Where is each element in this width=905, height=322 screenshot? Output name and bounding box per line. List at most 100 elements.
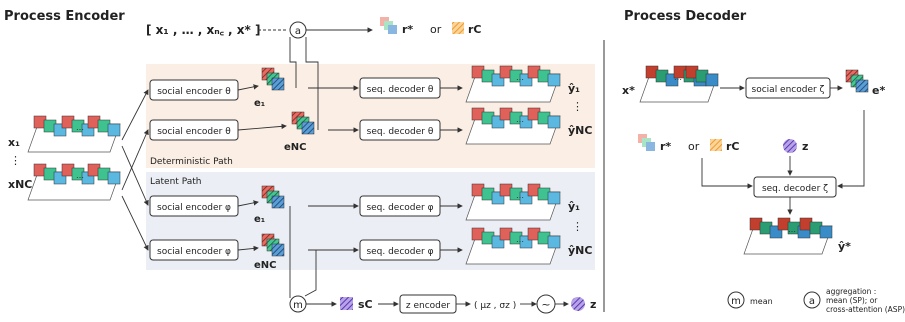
legend-mean-label: mean [750, 297, 773, 306]
legend-agg-line1: aggregation : [826, 287, 876, 296]
mean-node-label: m [293, 300, 303, 311]
agent-square [547, 191, 561, 205]
ync-det-label: ŷNC [568, 124, 592, 137]
r-c-icon [452, 22, 464, 34]
agg-line-2 [305, 37, 319, 130]
sample-node-label: ~ [541, 298, 550, 311]
emb-square-blue [301, 121, 315, 135]
agent-square [107, 171, 121, 185]
scene-ellipsis: … [674, 73, 682, 82]
embedding-enc-det [291, 111, 315, 135]
agent-square [705, 73, 719, 87]
agent-square [547, 115, 561, 129]
decoder-input-scene: … [639, 65, 719, 103]
deterministic-path-label: Deterministic Path [150, 157, 233, 167]
r-star-label: r* [402, 23, 413, 36]
decoder-r-c-icon [710, 139, 722, 151]
context-set-label: [ x₁ , … , xₙ꜀ , x* ] [146, 23, 260, 37]
y-det-vdots: ⋮ [572, 100, 583, 113]
legend-mean-node [727, 291, 745, 309]
legend-mean-node-label: m [731, 296, 741, 307]
legend-agg-line2: mean (SP); or [826, 296, 878, 305]
xnc-label: xNC [8, 178, 32, 191]
arrow-r-seq [701, 158, 753, 189]
latent-path-label: Latent Path [150, 177, 201, 187]
enc-lat-label: eNC [254, 260, 277, 271]
decoder-output-scene: … [743, 217, 833, 255]
output-scene-ync-lat: … [465, 227, 561, 265]
input-scene-x1: … [27, 115, 121, 153]
e-star-label: e* [872, 84, 885, 97]
seq-decoder-zeta [753, 176, 837, 198]
embedding-e1-det [261, 67, 285, 91]
decoder-z-label: z [802, 140, 808, 153]
output-scene-ync-det: … [465, 107, 561, 145]
scene-ellipsis: … [788, 225, 796, 234]
x1-label: x₁ [8, 136, 20, 149]
z-label: z [590, 298, 596, 311]
legend-agg-line3: cross-attention (ASP) [826, 305, 905, 314]
y1-det-label: ŷ₁ [568, 82, 580, 95]
agg-line-1 [289, 37, 297, 88]
aggregate-node-label: a [295, 26, 301, 37]
output-scene-y1-lat: … [465, 183, 561, 221]
arrow-soc3-emb3 [237, 200, 259, 207]
s-c-label: sC [358, 298, 373, 311]
output-scene-y1-det: … [465, 65, 561, 103]
scene-ellipsis: … [76, 123, 84, 132]
decoder-or-label: or [688, 140, 700, 153]
mean-line-2 [304, 250, 317, 297]
seq-decoder-zeta-label: seq. decoder ζ [762, 184, 828, 194]
encoder-title: Process Encoder [4, 9, 125, 24]
s-c-icon [340, 297, 353, 310]
seq-decoder-theta-1-label: seq. decoder θ [367, 85, 434, 95]
ync-lat-label: ŷNC [568, 244, 592, 257]
arrow-xnc-lat2 [121, 195, 149, 251]
enc-det-label: eNC [284, 142, 307, 153]
arrow-soc1-emb1 [237, 84, 259, 91]
arrow-soc2-emb2 [237, 123, 287, 131]
agent-square [547, 235, 561, 249]
z-icon [571, 297, 585, 311]
y-lat-vdots: ⋮ [572, 220, 583, 233]
seq-decoder-phi-2-label: seq. decoder φ [366, 247, 433, 257]
r-star-stack [380, 17, 397, 34]
emb-square-blue [855, 79, 869, 93]
r-c-label: rC [468, 23, 482, 36]
y1-lat-label: ŷ₁ [568, 200, 580, 213]
social-encoder-theta-1-label: social encoder θ [157, 87, 231, 97]
legend-agg-node-label: a [809, 296, 815, 307]
arrow-x1-lat1 [121, 145, 149, 206]
embedding-e-star [845, 69, 869, 93]
seq-decoder-theta-2-label: seq. decoder θ [367, 127, 434, 137]
agent-square [547, 73, 561, 87]
seq-decoder-phi-1-label: seq. decoder φ [366, 203, 433, 213]
mu-sigma-label: ( μz , σz ) [474, 301, 516, 311]
social-encoder-phi-1-label: social encoder φ [157, 203, 231, 213]
agent-square [107, 123, 121, 137]
arrow-xnc-det2 [121, 129, 149, 191]
e1-det-label: e₁ [254, 98, 265, 109]
legend-agg-node [803, 291, 821, 309]
y-star-label: ŷ* [838, 240, 851, 253]
emb-square-blue [271, 243, 285, 257]
social-encoder-phi-2-label: social encoder φ [157, 247, 231, 257]
arrow-soc4-emb4 [237, 245, 259, 252]
arrow-x1-det1 [121, 89, 149, 141]
agent-square [819, 225, 833, 239]
arrow-estar-seq [837, 110, 865, 189]
scene-ellipsis: … [76, 171, 84, 180]
input-scene-xnc: … [27, 163, 121, 201]
social-encoder-theta-2-label: social encoder θ [157, 127, 231, 137]
emb-square-blue [271, 77, 285, 91]
z-encoder-label: z encoder [406, 301, 451, 311]
decoder-r-star-label: r* [660, 140, 671, 153]
social-encoder-zeta-label: social encoder ζ [752, 85, 825, 95]
or-label: or [430, 23, 442, 36]
scene-ellipsis: … [516, 191, 524, 200]
scene-ellipsis: … [516, 73, 524, 82]
x-star-label: x* [622, 84, 635, 97]
decoder-r-c-label: rC [726, 140, 740, 153]
decoder-title: Process Decoder [624, 9, 747, 24]
